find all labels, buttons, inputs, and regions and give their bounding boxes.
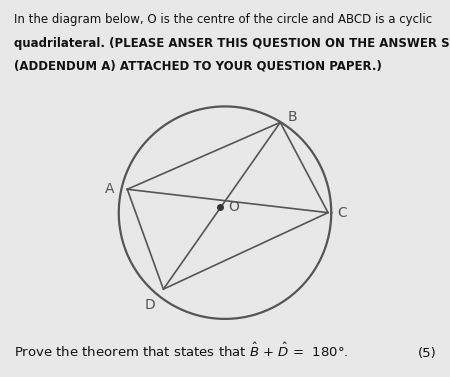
- Text: quadrilateral. (PLEASE ANSER THIS QUESTION ON THE ANSWER SHEET: quadrilateral. (PLEASE ANSER THIS QUESTI…: [14, 37, 450, 49]
- Text: Prove the theorem that states that $\hat{B}$ + $\hat{D}$ =  180°.: Prove the theorem that states that $\hat…: [14, 342, 348, 360]
- Text: D: D: [144, 298, 155, 312]
- Text: B: B: [288, 110, 297, 124]
- Text: (5): (5): [418, 347, 436, 360]
- Text: (ADDENDUM A) ATTACHED TO YOUR QUESTION PAPER.): (ADDENDUM A) ATTACHED TO YOUR QUESTION P…: [14, 60, 382, 73]
- Text: C: C: [338, 206, 347, 220]
- Text: A: A: [105, 182, 114, 196]
- Text: O: O: [228, 200, 239, 215]
- Text: In the diagram below, O is the centre of the circle and ABCD is a cyclic: In the diagram below, O is the centre of…: [14, 13, 432, 26]
